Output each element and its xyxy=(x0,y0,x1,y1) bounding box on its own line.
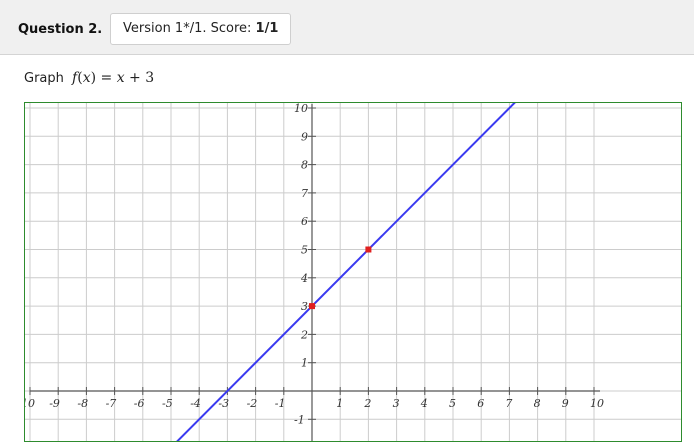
y-tick-label: 7 xyxy=(301,187,308,200)
version-text: Version 1*/1. Score: xyxy=(123,21,256,36)
x-tick-label: 3 xyxy=(393,397,400,410)
function-formula: f(x) = x + 3 xyxy=(72,70,155,86)
x-tick-label: 4 xyxy=(420,397,428,410)
version-score-button[interactable]: Version 1*/1. Score: 1/1 xyxy=(110,13,292,45)
question-label: Question 2. xyxy=(18,22,103,37)
question-header: Question 2. Version 1*/1. Score: 1/1 xyxy=(0,0,694,55)
y-tick-label: 10 xyxy=(294,103,308,115)
function-line xyxy=(176,103,516,441)
plotted-point xyxy=(365,246,372,253)
x-tick-label: -1 xyxy=(275,397,286,410)
graph-svg[interactable]: 10 -9 -8 -7 -6 -5 -4 -3 -2 -1 1 2 3 4 5 6 7 8 9 10 10 9 8 7 6 5 4 3… xyxy=(25,103,682,442)
x-tick-label: -4 xyxy=(190,397,201,410)
x-tick-label: 6 xyxy=(477,397,484,410)
y-tick-label: -1 xyxy=(294,413,305,426)
x-tick-label: -5 xyxy=(162,397,173,410)
prompt-label: Graph xyxy=(24,71,64,86)
plotted-point xyxy=(309,303,315,310)
y-tick-label: 2 xyxy=(300,328,308,341)
x-tick-label: 9 xyxy=(562,397,569,410)
fn-var: x xyxy=(82,70,91,86)
x-tick-label: 1 xyxy=(336,397,343,410)
score-value: 1/1 xyxy=(255,21,279,36)
rhs-var: x xyxy=(116,70,125,86)
x-tick-label: -9 xyxy=(49,397,60,410)
graph-canvas[interactable]: 10 -9 -8 -7 -6 -5 -4 -3 -2 -1 1 2 3 4 5 6 7 8 9 10 10 9 8 7 6 5 4 3… xyxy=(24,102,682,442)
y-tick-label: 4 xyxy=(300,272,308,285)
y-tick-label: 3 xyxy=(301,300,308,313)
x-tick-label: 7 xyxy=(505,397,512,410)
y-tick-label: 1 xyxy=(301,357,308,370)
x-tick-label: -7 xyxy=(106,397,117,410)
y-tick-label: 9 xyxy=(301,130,308,143)
y-tick-label: 8 xyxy=(301,159,308,172)
x-tick-label: 10 xyxy=(25,397,35,410)
x-tick-label: -3 xyxy=(218,397,229,410)
y-tick-label: 6 xyxy=(301,215,308,228)
x-tick-label: 5 xyxy=(449,397,456,410)
x-tick-label: -8 xyxy=(77,397,88,410)
question-prompt: Graph f(x) = x + 3 xyxy=(24,70,154,86)
x-tick-label: -2 xyxy=(247,397,258,410)
x-tick-label: 2 xyxy=(363,397,371,410)
y-tick-label: 5 xyxy=(301,244,308,257)
x-tick-label: -6 xyxy=(134,397,145,410)
fn-name: f xyxy=(72,70,78,86)
x-tick-label: 8 xyxy=(534,397,541,410)
x-tick-label: 10 xyxy=(590,397,604,410)
rhs-rest: + 3 xyxy=(124,70,155,86)
